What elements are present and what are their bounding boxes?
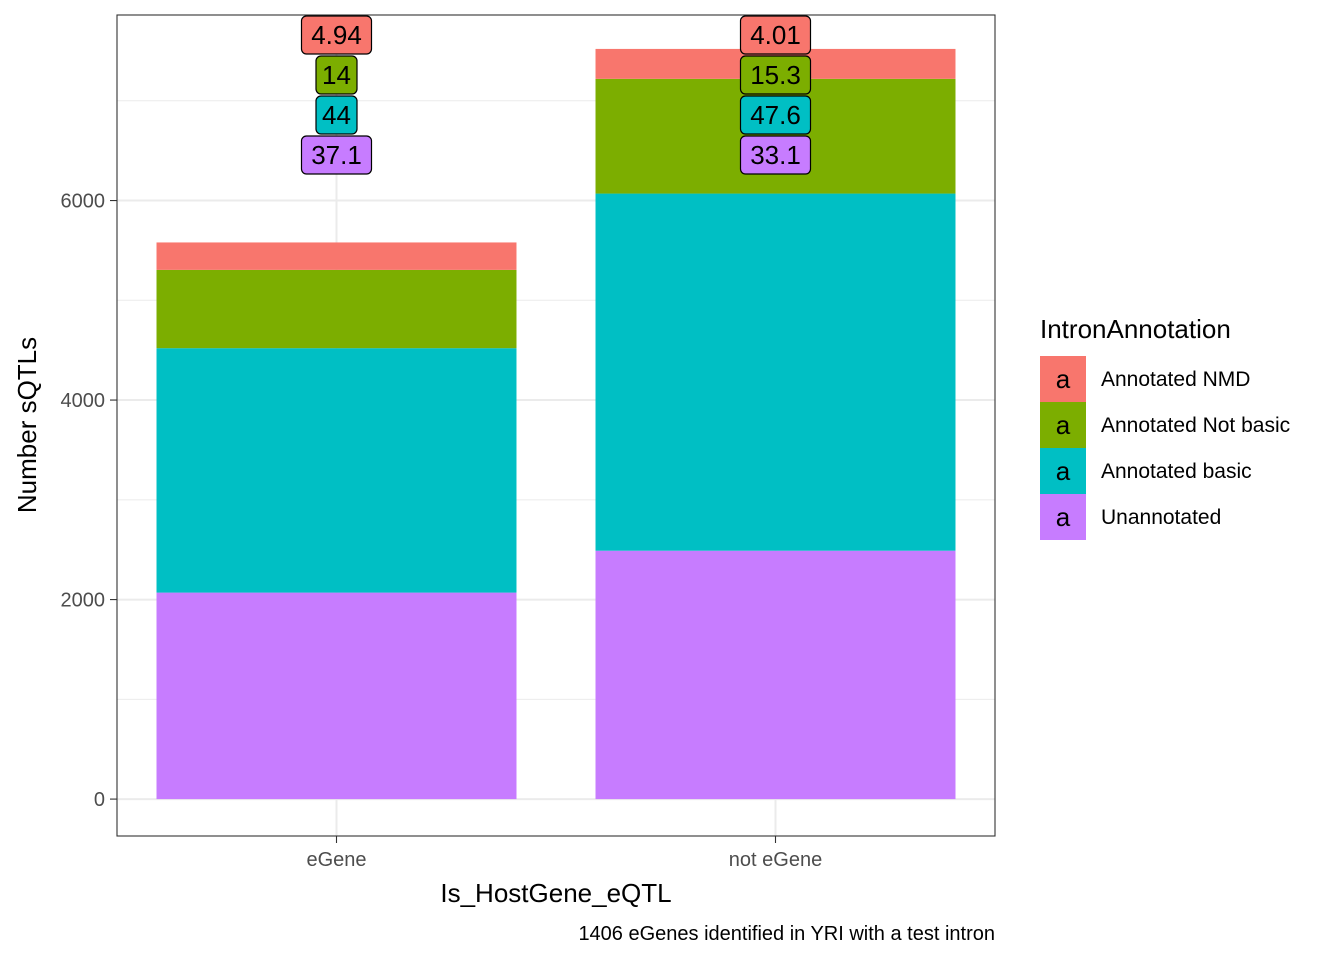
legend-item: a Annotated NMD: [1040, 356, 1250, 402]
legend-label: Annotated Not basic: [1101, 414, 1290, 437]
percent-label-box: [315, 55, 358, 95]
plot-panel-border: [116, 14, 996, 837]
percent-label-text: 4.94: [311, 20, 362, 50]
percent-label: 47.6: [739, 95, 812, 135]
y-tick-label: 2000: [61, 590, 106, 612]
y-axis-title: Number sQTLs: [12, 337, 42, 513]
axes-layer: 0 2000 4000 6000 eGene not eGene: [61, 191, 823, 871]
percent-label: 33.1: [739, 135, 812, 175]
bar-segment: [156, 242, 517, 270]
legend-item: a Annotated basic: [1040, 448, 1252, 494]
y-tick-label: 0: [94, 789, 105, 811]
legend-key: [1040, 494, 1086, 540]
legend-label: Annotated basic: [1101, 460, 1252, 483]
x-tick-label: not eGene: [729, 849, 822, 871]
percent-label-text: 14: [322, 60, 351, 90]
legend-title: IntronAnnotation: [1040, 314, 1231, 344]
legend-label: Unannotated: [1101, 506, 1221, 529]
chart-caption: 1406 eGenes identified in YRI with a tes…: [578, 923, 995, 945]
percent-label: 4.01: [739, 15, 812, 55]
y-tick-label: 6000: [61, 191, 106, 213]
percent-label-box: [300, 135, 373, 175]
percent-label-box: [300, 15, 373, 55]
bar-segment: [156, 269, 517, 349]
percent-label-box: [739, 15, 812, 55]
percent-label-box: [739, 135, 812, 175]
x-tick-label: eGene: [306, 849, 366, 871]
legend-key-glyph: a: [1056, 410, 1071, 440]
percent-label-text: 33.1: [750, 140, 801, 170]
bar-segment: [156, 592, 517, 800]
legend-key-glyph: a: [1056, 456, 1071, 486]
bars-layer: [156, 48, 956, 800]
legend: IntronAnnotation a Annotated NMD a Annotate…: [1040, 314, 1290, 540]
percent-label-box: [739, 95, 812, 135]
percent-label: 4.94: [300, 15, 373, 55]
bar-segment: [156, 348, 517, 593]
bar-segment: [595, 193, 956, 551]
percent-label-text: 37.1: [311, 140, 362, 170]
legend-item: a Unannotated: [1040, 494, 1221, 540]
legend-label: Annotated NMD: [1101, 368, 1250, 391]
percent-label: 44: [315, 95, 358, 135]
percent-label: 14: [315, 55, 358, 95]
legend-key: [1040, 402, 1086, 448]
x-axis-title: Is_HostGene_eQTL: [440, 878, 671, 908]
bar-segment: [595, 550, 956, 800]
percent-label-text: 47.6: [750, 100, 801, 130]
percent-labels-layer: 4.94 14 44 37.1 4.01 15.3 47.6 33.1: [300, 15, 812, 175]
percent-label: 15.3: [739, 55, 812, 95]
legend-key-glyph: a: [1056, 502, 1071, 532]
legend-item: a Annotated Not basic: [1040, 402, 1290, 448]
legend-key: [1040, 356, 1086, 402]
legend-key-glyph: a: [1056, 364, 1071, 394]
percent-label-text: 4.01: [750, 20, 801, 50]
percent-label-box: [739, 55, 812, 95]
y-tick-label: 4000: [61, 390, 106, 412]
legend-key: [1040, 448, 1086, 494]
percent-label-text: 44: [322, 100, 351, 130]
percent-label-text: 15.3: [750, 60, 801, 90]
percent-label: 37.1: [300, 135, 373, 175]
percent-label-box: [315, 95, 358, 135]
